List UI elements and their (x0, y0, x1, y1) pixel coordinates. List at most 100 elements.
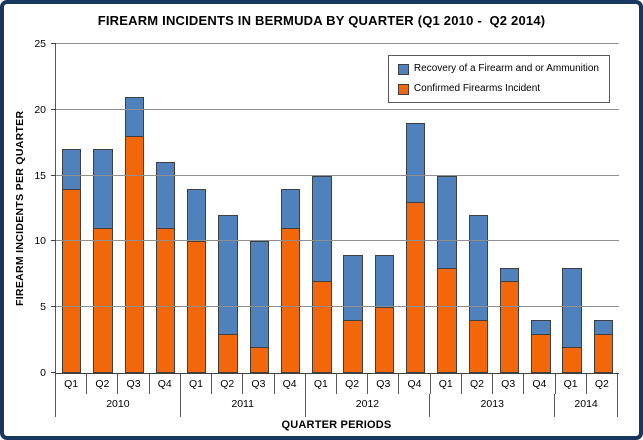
x-axis: Q1 Q2 Q3 Q4 Q1 Q2 Q3 Q4 Q1 Q2 Q3 Q4 Q1 Q2 Q3 Q4 Q1 Q2 201… (55, 374, 618, 417)
stacked-bar-2011-Q4 (280, 188, 301, 373)
x-label-2014-Q1: Q1 (556, 374, 587, 394)
segment-recovery (374, 254, 395, 308)
y-tick-label-5: 5 (40, 301, 46, 314)
bar-column-2010-Q4 (150, 44, 181, 373)
bar-column-2011-Q2 (212, 44, 243, 373)
stacked-bar-2011-Q3 (249, 241, 270, 373)
y-axis-ticks: 0 5 10 15 20 25 (4, 38, 50, 379)
bars (56, 44, 619, 373)
bar-column-2011-Q4 (275, 44, 306, 373)
x-label-2013-Q1: Q1 (431, 374, 462, 394)
segment-confirmed (61, 188, 82, 373)
legend-label-confirmed: Confirmed Firearms Incident (413, 83, 541, 94)
stacked-bar-2012-Q4 (406, 122, 426, 373)
y-tick-label-0: 0 (40, 367, 46, 379)
segment-recovery (562, 267, 582, 347)
segment-confirmed (155, 228, 176, 373)
bar-column-2014-Q2 (588, 44, 619, 373)
stacked-bar-2010-Q4 (155, 162, 176, 373)
segment-confirmed (124, 136, 144, 373)
bar-column-2010-Q2 (87, 44, 118, 373)
legend-item-confirmed: Confirmed Firearms Incident (397, 83, 599, 95)
segment-confirmed (187, 241, 207, 373)
legend: Recovery of a Firearm and or Ammunition … (387, 55, 610, 103)
y-tick-label-15: 15 (34, 169, 46, 182)
gridline-15 (56, 174, 619, 176)
bar-column-2013-Q4 (525, 44, 556, 373)
segment-recovery (531, 320, 551, 334)
segment-recovery (406, 122, 426, 202)
legend-label-recovery: Recovery of a Firearm and or Ammunition (413, 63, 599, 74)
x-year-label-2010: 2010 (56, 394, 181, 417)
segment-recovery (280, 188, 301, 229)
y-tick-mark (51, 306, 56, 308)
bar-column-2011-Q3 (244, 44, 275, 373)
x-label-2013-Q2: Q2 (462, 374, 494, 394)
year-row: 2010 2011 2012 2013 2014 (56, 394, 617, 417)
y-tick-mark (51, 240, 56, 242)
bar-column-2012-Q3 (369, 44, 400, 373)
segment-recovery (249, 241, 270, 347)
segment-confirmed (343, 320, 363, 373)
stacked-bar-2014-Q2 (593, 320, 614, 373)
bar-column-2010-Q3 (119, 44, 150, 373)
segment-recovery (155, 162, 176, 229)
x-label-2013-Q3: Q3 (493, 374, 525, 394)
segment-recovery (437, 175, 457, 268)
x-year-label-2012: 2012 (306, 394, 431, 417)
x-label-2014-Q2: Q2 (594, 378, 609, 390)
x-label-2012-Q4: Q4 (399, 374, 431, 394)
segment-recovery (343, 254, 363, 321)
segment-confirmed (593, 333, 614, 373)
stacked-bar-2010-Q3 (124, 96, 144, 373)
x-label-2012-Q3: Q3 (368, 374, 400, 394)
stacked-bar-2014-Q1 (562, 267, 582, 373)
gridline-5 (56, 306, 619, 308)
legend-swatch-confirmed-icon (397, 83, 409, 95)
segment-recovery (93, 149, 113, 229)
segment-recovery (218, 215, 238, 334)
plot-area: Recovery of a Firearm and or Ammunition … (51, 43, 619, 374)
stacked-bar-2011-Q2 (218, 215, 238, 373)
x-axis-title: QUARTER PERIODS (281, 419, 392, 431)
segment-confirmed (249, 346, 270, 373)
bar-column-2011-Q1 (181, 44, 212, 373)
segment-confirmed (562, 346, 582, 373)
x-label-2012-Q1: Q1 (306, 374, 337, 394)
gridline-10 (56, 240, 619, 242)
y-tick-mark (51, 372, 56, 373)
segment-confirmed (93, 228, 113, 373)
x-label-2010-Q2: Q2 (87, 374, 119, 394)
segment-confirmed (406, 201, 426, 373)
x-label-2010-Q1: Q1 (56, 374, 88, 394)
bar-column-2014-Q1 (557, 44, 588, 373)
stacked-bar-2013-Q3 (499, 267, 520, 373)
stacked-bar-2012-Q1 (312, 175, 332, 373)
x-label-2012-Q2: Q2 (337, 374, 369, 394)
segment-confirmed (312, 280, 332, 373)
segment-confirmed (468, 320, 488, 373)
y-tick-mark (51, 43, 56, 44)
bar-column-2013-Q2 (463, 44, 494, 373)
stacked-bar-2013-Q1 (437, 175, 457, 373)
segment-confirmed (280, 228, 301, 373)
stacked-bar-2010-Q1 (61, 149, 82, 373)
y-tick-label-25: 25 (34, 38, 46, 50)
x-label-2010-Q4: Q4 (150, 374, 181, 394)
bar-column-2012-Q1 (306, 44, 337, 373)
segment-recovery (124, 96, 144, 137)
segment-recovery (312, 175, 332, 281)
segment-recovery (468, 215, 488, 321)
y-tick-label-10: 10 (34, 235, 46, 248)
segment-confirmed (437, 267, 457, 373)
legend-swatch-recovery-icon (397, 63, 409, 75)
segment-confirmed (374, 307, 395, 373)
bar-column-2013-Q3 (494, 44, 525, 373)
y-tick-label-20: 20 (34, 103, 46, 116)
x-year-label-2013: 2013 (430, 394, 556, 417)
x-label-2011-Q2: Q2 (212, 374, 244, 394)
stacked-bar-2010-Q2 (93, 149, 113, 373)
y-tick-mark (51, 108, 56, 110)
x-label-2011-Q3: Q3 (243, 374, 275, 394)
